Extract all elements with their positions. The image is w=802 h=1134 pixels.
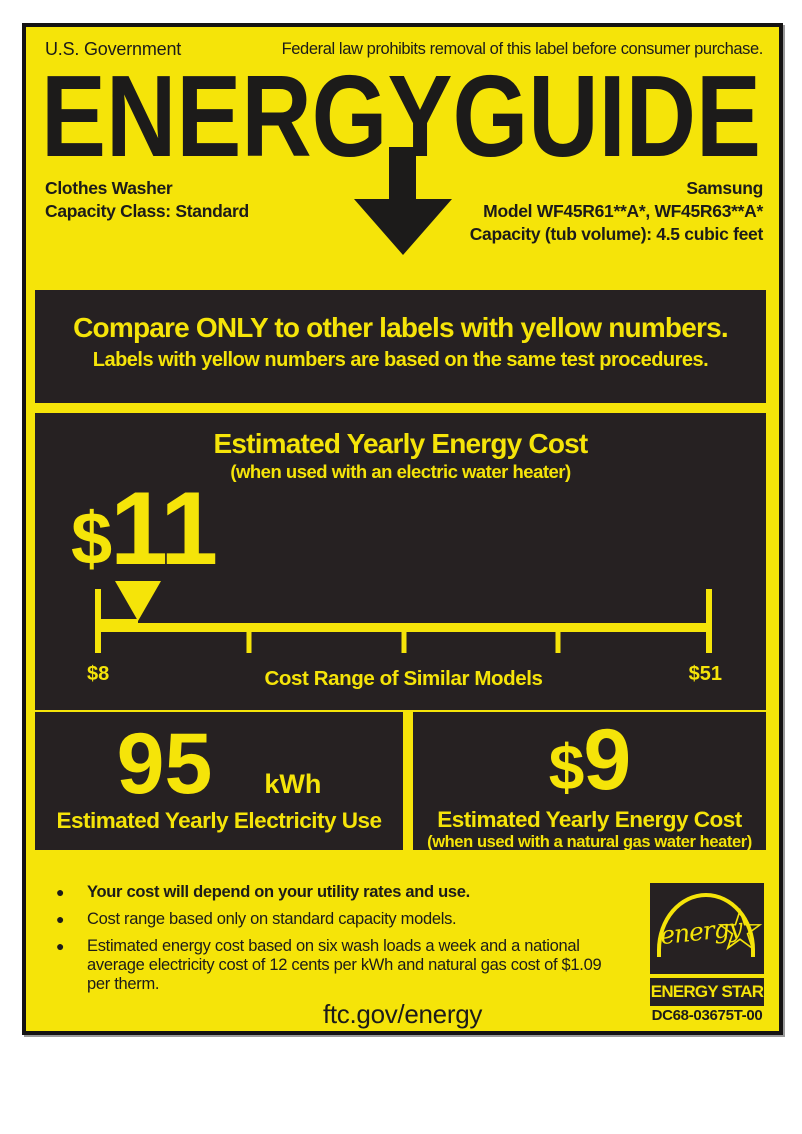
electricity-value: 95	[116, 716, 213, 812]
energy-guide-label: U.S. Government Federal law prohibits re…	[22, 23, 783, 1035]
product-info: Clothes Washer Capacity Class: Standard	[45, 177, 249, 223]
footnote-text: Estimated energy cost based on six wash …	[87, 937, 602, 993]
estimated-cost-value: $11	[71, 477, 218, 589]
scale-tick-50	[401, 632, 406, 653]
down-arrow-icon	[354, 199, 452, 255]
federal-removal-notice: Federal law prohibits removal of this la…	[281, 40, 764, 58]
energy-star-wordmark: ENERGY STAR	[650, 978, 764, 1006]
compare-line1: Compare ONLY to other labels with yellow…	[73, 312, 729, 343]
scale-tick-75	[555, 632, 561, 653]
yearly-energy-cost-panel: Estimated Yearly Energy Cost (when used …	[35, 413, 766, 710]
scale-fill	[95, 619, 139, 632]
scale-min-label: $8	[87, 663, 110, 685]
gas-cost-value: $9	[413, 717, 766, 807]
gas-cost-panel: $9 Estimated Yearly Energy Cost (when us…	[413, 712, 766, 851]
model-numbers: Model WF45R61**A*, WF45R63**A*	[483, 201, 763, 221]
compare-line2: Labels with yellow numbers are based on …	[92, 349, 709, 371]
brand-name: Samsung	[686, 178, 763, 198]
cost-range-scale: $8 Cost Range of Similar Models $51	[87, 581, 722, 701]
footnotes-list: Your cost will depend on your utility ra…	[56, 883, 608, 1002]
manufacturer-info: Samsung Model WF45R61**A*, WF45R63**A* C…	[469, 177, 764, 246]
us-government-text: U.S. Government	[45, 39, 182, 59]
energyguide-title-text: ENERGYGUIDE	[41, 53, 761, 165]
footnote-text: Cost range based only on standard capaci…	[87, 910, 457, 928]
compare-banner: Compare ONLY to other labels with yellow…	[35, 290, 766, 403]
down-arrow-shaft-icon	[389, 147, 416, 203]
footnote-text: Your cost will depend on your utility ra…	[87, 883, 470, 901]
footnote-item: Your cost will depend on your utility ra…	[56, 883, 608, 902]
gas-subcaption: (when used with a natural gas water heat…	[427, 833, 752, 851]
energyguide-title: ENERGYGUIDE	[41, 53, 761, 165]
energy-star-logo: energy ☆ ENERGY STAR	[650, 883, 764, 1006]
scale-max-label: $51	[688, 663, 722, 685]
scale-axis-label: Cost Range of Similar Models	[264, 667, 543, 690]
electricity-use-panel: 95 kWh Estimated Yearly Electricity Use	[35, 712, 403, 850]
cost-subheading: (when used with an electric water heater…	[230, 461, 571, 482]
scale-line	[95, 623, 712, 632]
electricity-unit: kWh	[264, 769, 322, 799]
cost-number: 11	[110, 471, 218, 587]
cost-heading: Estimated Yearly Energy Cost	[213, 428, 589, 459]
capacity-class: Capacity Class: Standard	[45, 201, 249, 221]
footnote-item: Estimated energy cost based on six wash …	[56, 937, 608, 994]
gas-caption: Estimated Yearly Energy Cost	[437, 807, 742, 832]
product-type: Clothes Washer	[45, 178, 173, 198]
scale-right-tick	[706, 589, 712, 653]
ftc-website-text: ftc.gov/energy	[322, 999, 483, 1029]
scale-tick-25	[246, 632, 252, 653]
cost-marker-icon	[115, 581, 162, 621]
gas-dollar-sign: $	[548, 731, 585, 803]
star-icon: ☆	[714, 896, 764, 964]
dollar-sign: $	[71, 497, 112, 580]
footnote-item: Cost range based only on standard capaci…	[56, 910, 608, 929]
part-number: DC68-03675T-00	[651, 1007, 763, 1024]
tub-capacity: Capacity (tub volume): 4.5 cubic feet	[469, 224, 764, 244]
energy-star-emblem: energy ☆	[650, 883, 764, 974]
electricity-caption: Estimated Yearly Electricity Use	[56, 808, 382, 833]
gas-cost-number: 9	[583, 712, 631, 808]
electricity-value-row: 95 kWh	[35, 720, 403, 808]
